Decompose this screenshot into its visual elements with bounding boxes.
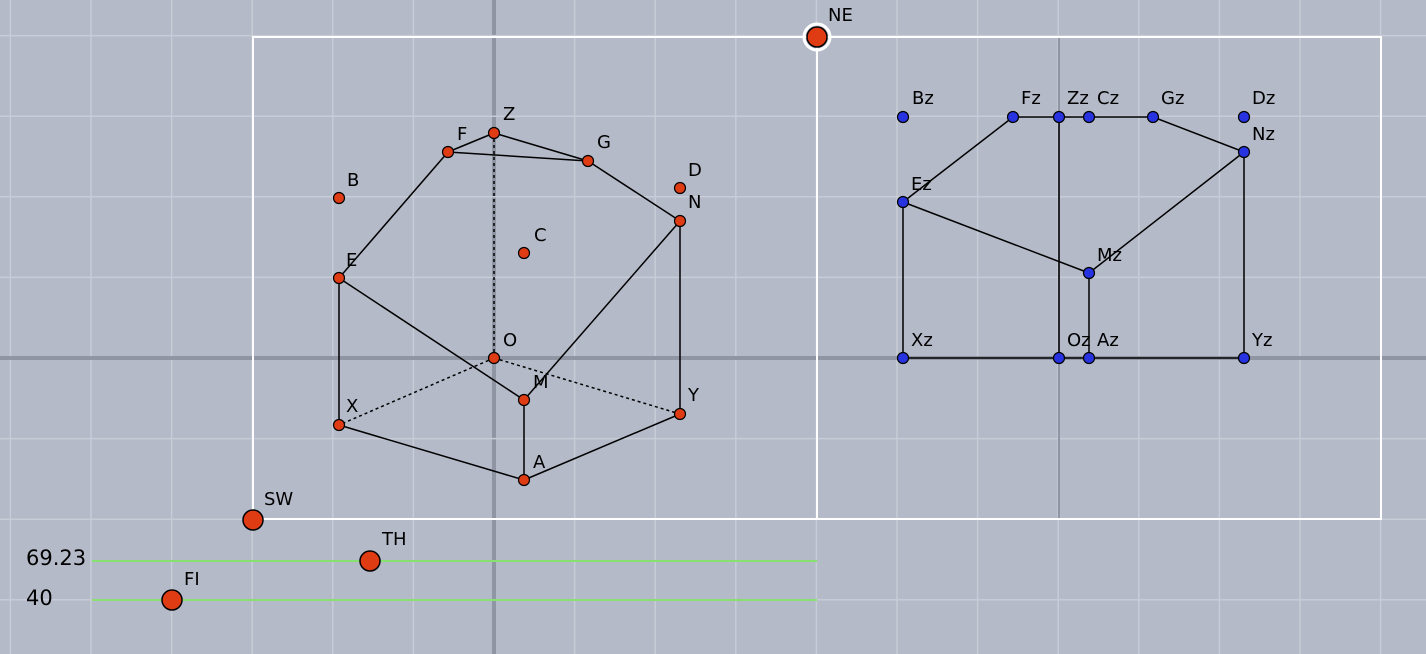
label-m: M bbox=[533, 372, 549, 393]
edge-f-g bbox=[447, 151, 589, 162]
point-n[interactable] bbox=[673, 214, 687, 228]
edge-gz-nz bbox=[1152, 116, 1245, 153]
ne-handle[interactable] bbox=[806, 26, 828, 48]
label-x: X bbox=[346, 396, 358, 417]
point-oz[interactable] bbox=[1052, 351, 1066, 365]
label-a: A bbox=[533, 452, 546, 473]
label-cz: Cz bbox=[1097, 88, 1119, 109]
edge-z-f bbox=[447, 132, 495, 153]
label-xz: Xz bbox=[911, 330, 933, 351]
point-m[interactable] bbox=[517, 393, 531, 407]
sw-handle[interactable] bbox=[242, 509, 264, 531]
front-points bbox=[896, 110, 1251, 365]
point-dz[interactable] bbox=[1237, 110, 1251, 124]
point-y[interactable] bbox=[673, 407, 687, 421]
fi-label: FI bbox=[184, 569, 200, 590]
edge-fz-ez bbox=[902, 116, 1014, 203]
point-e[interactable] bbox=[332, 271, 346, 285]
point-o[interactable] bbox=[487, 351, 501, 365]
label-zz: Zz bbox=[1067, 88, 1089, 109]
edge-z-g bbox=[493, 132, 589, 162]
label-gz: Gz bbox=[1161, 88, 1184, 109]
front-view-frame bbox=[816, 36, 1382, 520]
label-b: B bbox=[347, 170, 359, 191]
point-a[interactable] bbox=[517, 473, 531, 487]
front-edges bbox=[902, 116, 1245, 359]
point-zz[interactable] bbox=[1052, 110, 1066, 124]
isometric-points bbox=[332, 126, 687, 487]
label-n: N bbox=[688, 192, 701, 213]
point-f[interactable] bbox=[441, 145, 455, 159]
label-y: Y bbox=[687, 385, 700, 406]
label-e: E bbox=[346, 250, 357, 271]
label-c: C bbox=[534, 225, 547, 246]
isometric-edges bbox=[338, 132, 681, 481]
sw-label: SW bbox=[264, 489, 293, 510]
edge-n-m bbox=[523, 220, 681, 401]
label-o: O bbox=[503, 330, 517, 351]
point-xz[interactable] bbox=[896, 351, 910, 365]
th-label: TH bbox=[381, 529, 407, 550]
edge-ez-mz bbox=[902, 201, 1090, 274]
label-yz: Yz bbox=[1251, 330, 1272, 351]
label-oz: Oz bbox=[1067, 330, 1091, 351]
edge-nz-mz bbox=[1088, 151, 1245, 274]
label-f: F bbox=[457, 124, 467, 145]
point-b[interactable] bbox=[332, 191, 346, 205]
fi-value: 40 bbox=[26, 586, 53, 610]
point-d[interactable] bbox=[673, 181, 687, 195]
label-d: D bbox=[688, 160, 702, 181]
point-x[interactable] bbox=[332, 418, 346, 432]
point-nz[interactable] bbox=[1237, 145, 1251, 159]
ne-handle-ring bbox=[802, 22, 832, 52]
point-mz[interactable] bbox=[1082, 266, 1096, 280]
ne-label: NE bbox=[828, 5, 853, 26]
label-z: Z bbox=[503, 104, 515, 125]
point-fz[interactable] bbox=[1006, 110, 1020, 124]
label-mz: Mz bbox=[1097, 245, 1122, 266]
point-cz[interactable] bbox=[1082, 110, 1096, 124]
point-ez[interactable] bbox=[896, 195, 910, 209]
isometric-labels: Z F G D N B C E O M X Y A bbox=[346, 104, 702, 473]
label-ez: Ez bbox=[911, 174, 932, 195]
th-value: 69.23 bbox=[26, 546, 86, 570]
edge-o-x-hidden bbox=[338, 357, 495, 426]
edge-a-y bbox=[523, 413, 681, 481]
point-c[interactable] bbox=[517, 246, 531, 260]
edge-o-y-hidden bbox=[493, 357, 681, 415]
label-nz: Nz bbox=[1252, 124, 1275, 145]
edge-g-n bbox=[587, 160, 681, 222]
label-dz: Dz bbox=[1252, 88, 1275, 109]
label-az: Az bbox=[1097, 330, 1119, 351]
fi-slider-handle[interactable] bbox=[161, 589, 183, 611]
point-z[interactable] bbox=[487, 126, 501, 140]
point-yz[interactable] bbox=[1237, 351, 1251, 365]
label-g: G bbox=[597, 132, 611, 153]
point-gz[interactable] bbox=[1146, 110, 1160, 124]
label-bz: Bz bbox=[912, 88, 934, 109]
edge-e-m bbox=[338, 277, 525, 401]
point-bz[interactable] bbox=[896, 110, 910, 124]
point-az[interactable] bbox=[1082, 351, 1096, 365]
point-g[interactable] bbox=[581, 154, 595, 168]
edge-x-a bbox=[338, 424, 525, 481]
control-handles: NE SW TH FI bbox=[161, 5, 853, 611]
label-fz: Fz bbox=[1021, 88, 1041, 109]
edge-f-e bbox=[338, 151, 449, 279]
front-labels: Bz Fz Zz Cz Gz Dz Nz Ez Mz Xz Oz Az Yz bbox=[911, 88, 1275, 351]
th-slider-handle[interactable] bbox=[359, 550, 381, 572]
